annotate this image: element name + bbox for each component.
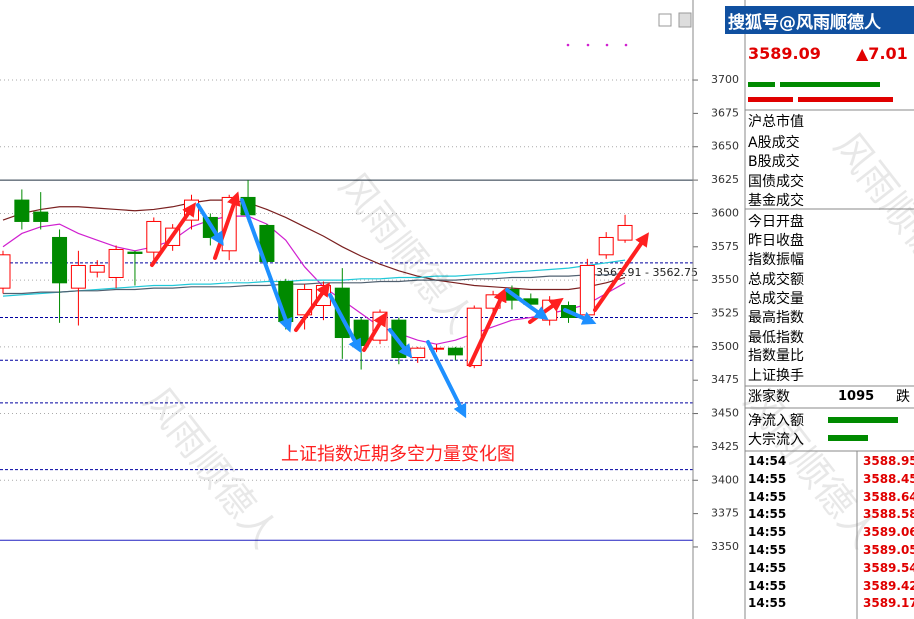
arrow bbox=[563, 308, 597, 325]
ma-line bbox=[2, 259, 626, 297]
y-tick-label: 3550 bbox=[711, 273, 739, 286]
y-tick-label: 3425 bbox=[711, 440, 739, 453]
tick-time: 14:55 bbox=[748, 578, 787, 593]
arrow bbox=[362, 311, 387, 352]
flow-label: 大宗流入 bbox=[748, 432, 804, 448]
level-label: 3562.91 - 3562.75 bbox=[596, 266, 698, 279]
y-tick-label: 3575 bbox=[711, 240, 739, 253]
price: 3589.09 bbox=[748, 44, 821, 63]
tick-time: 14:54 bbox=[748, 454, 787, 468]
tick-time: 14:55 bbox=[748, 525, 787, 540]
ma-line bbox=[3, 272, 626, 295]
candle-body bbox=[70, 264, 86, 289]
arrow bbox=[294, 282, 331, 332]
advance-label: 涨家数 bbox=[748, 389, 790, 405]
y-tick-label: 3475 bbox=[711, 373, 739, 386]
y-tick-label: 3400 bbox=[711, 473, 739, 486]
stat-label: 总成交额 bbox=[748, 272, 804, 288]
ma-line bbox=[2, 215, 626, 345]
tick-price: 3588.64 bbox=[863, 489, 914, 504]
watermark: 风雨顺德人 bbox=[135, 379, 287, 556]
stat-label: 基金成交 bbox=[748, 193, 804, 209]
stat-label: A股成交 bbox=[748, 135, 800, 151]
candle-body bbox=[447, 347, 463, 356]
tick-time: 14:55 bbox=[748, 507, 787, 522]
y-tick-label: 3675 bbox=[711, 106, 739, 119]
candle-body bbox=[146, 220, 162, 253]
arrow bbox=[213, 191, 241, 260]
y-tick-label: 3625 bbox=[711, 173, 739, 186]
y-tick-label: 3600 bbox=[711, 206, 739, 219]
tick-time: 14:55 bbox=[748, 489, 787, 504]
arrow bbox=[426, 340, 467, 419]
source: 搜狐号@风雨顺德人 bbox=[728, 13, 881, 33]
candle-body bbox=[89, 264, 105, 273]
stat-label: 沪总市值 bbox=[748, 114, 804, 130]
stat-label: 指数振幅 bbox=[748, 252, 804, 268]
y-tick-label: 3350 bbox=[711, 540, 739, 553]
arrow bbox=[328, 293, 362, 354]
tick-price: 3589.54 bbox=[863, 560, 914, 575]
arrow bbox=[505, 288, 549, 321]
toolbar-icon[interactable] bbox=[658, 13, 672, 27]
tick-time: 14:55 bbox=[748, 471, 787, 486]
ma-line bbox=[2, 199, 626, 291]
tick-price: 3589.42 bbox=[863, 578, 914, 593]
change: ▲7.01 bbox=[856, 44, 908, 63]
y-tick-label: 3375 bbox=[711, 507, 739, 520]
stat-label: 国债成交 bbox=[748, 174, 804, 190]
decline-label: 跌 bbox=[896, 389, 910, 405]
tick-price: 3589.17 bbox=[863, 596, 914, 611]
plot: 3350 3375 3400 3425 3450 3475 3500 3525 3550 3575… bbox=[0, 73, 739, 553]
stat-label: 总成交量 bbox=[748, 291, 804, 307]
stat-label: B股成交 bbox=[748, 154, 800, 170]
candle-body bbox=[14, 199, 30, 222]
tick-time: 14:55 bbox=[748, 560, 787, 575]
advance-value: 1095 bbox=[838, 389, 875, 404]
toolbar-icon[interactable] bbox=[678, 12, 692, 28]
stat-label: 今日开盘 bbox=[748, 214, 804, 230]
candle-body bbox=[579, 264, 595, 316]
watermark: 风雨顺德人 bbox=[825, 124, 914, 301]
arrows bbox=[150, 191, 649, 419]
stat-label: 上证换手 bbox=[748, 368, 804, 384]
tick-price: 3588.45 bbox=[863, 471, 914, 486]
y-tick-label: 3450 bbox=[711, 407, 739, 420]
arrow bbox=[593, 232, 649, 312]
stat-label: 最高指数 bbox=[748, 310, 804, 326]
arrow bbox=[196, 203, 224, 246]
tick-time: 14:55 bbox=[748, 596, 787, 611]
candle-body bbox=[33, 211, 49, 222]
stat-label: 昨日收盘 bbox=[748, 233, 804, 249]
candle-body bbox=[0, 254, 11, 289]
y-tick-label: 3500 bbox=[711, 340, 739, 353]
flow-label: 净流入额 bbox=[748, 413, 804, 429]
stat-label: 指数量比 bbox=[748, 348, 804, 364]
tick-price: 3589.05 bbox=[863, 543, 914, 557]
candle-body bbox=[598, 236, 614, 256]
y-tick-label: 3650 bbox=[711, 140, 739, 153]
header-bg bbox=[725, 6, 914, 34]
candle-body bbox=[52, 236, 68, 284]
y-tick-label: 3525 bbox=[711, 307, 739, 320]
stat-label: 最低指数 bbox=[748, 330, 804, 346]
tick-time: 14:55 bbox=[748, 543, 787, 557]
arrow bbox=[388, 328, 413, 359]
candle-body bbox=[127, 251, 143, 254]
arrow bbox=[240, 198, 293, 333]
arrow bbox=[468, 287, 507, 367]
arrow bbox=[150, 202, 197, 267]
candle-body bbox=[617, 224, 633, 241]
tick-price: 3588.58 bbox=[863, 507, 914, 522]
y-tick-label: 3700 bbox=[711, 73, 739, 86]
candle-body bbox=[410, 347, 426, 359]
annotation: 上证指数近期多空力量变化图 bbox=[281, 444, 515, 465]
tick-price: 3588.95 bbox=[863, 454, 914, 468]
tick-price: 3589.06 bbox=[863, 525, 914, 540]
candle-body bbox=[108, 248, 124, 278]
